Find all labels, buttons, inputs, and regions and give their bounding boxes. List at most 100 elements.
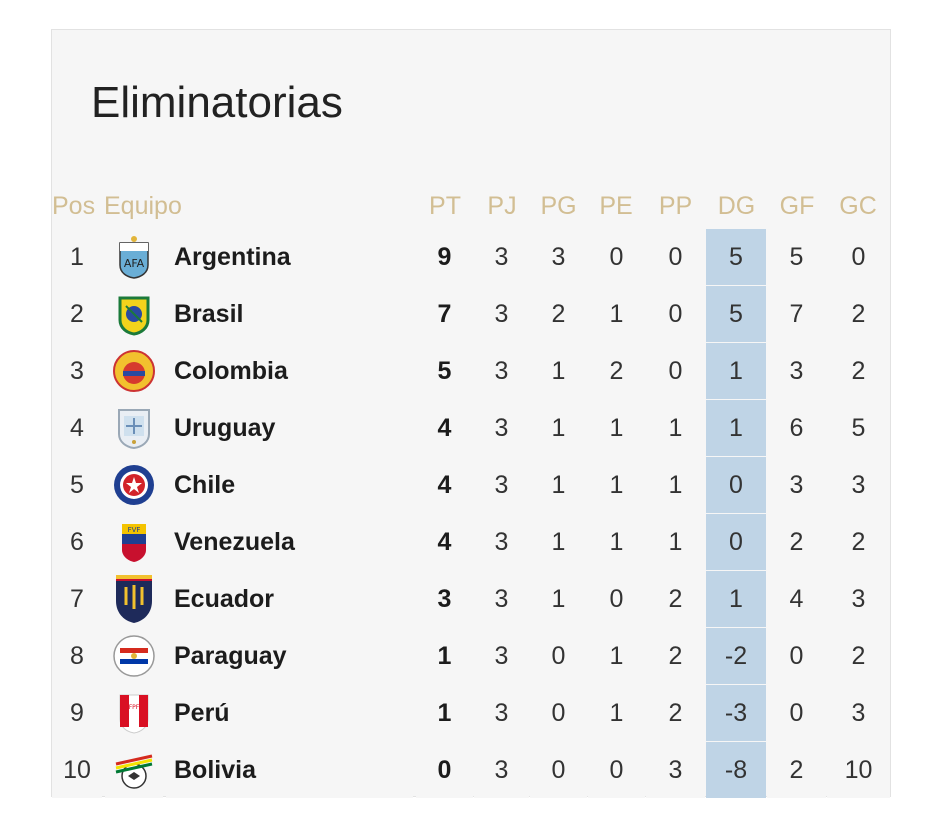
- pj-cell: 3: [474, 286, 529, 342]
- gf-cell: 5: [767, 229, 826, 285]
- pg-cell: 2: [530, 286, 587, 342]
- team-name-cell: Perú: [166, 685, 413, 741]
- gc-cell: 2: [827, 628, 890, 684]
- pe-cell: 1: [588, 400, 645, 456]
- pj-cell: 3: [474, 685, 529, 741]
- table-row: 10 Bolivia 0 3 0 0 3 -8 2 10: [52, 742, 890, 798]
- header-team: Equipo: [104, 192, 182, 220]
- pj-cell: 3: [474, 628, 529, 684]
- svg-text:FVF: FVF: [128, 526, 141, 534]
- pg-cell: 3: [530, 229, 587, 285]
- dg-cell: -2: [706, 628, 766, 684]
- pg-cell: 1: [530, 400, 587, 456]
- team-name-cell: Ecuador: [166, 571, 413, 627]
- pt-cell: 7: [416, 286, 473, 342]
- pe-cell: 0: [588, 571, 645, 627]
- pe-cell: 0: [588, 229, 645, 285]
- gf-cell: 4: [767, 571, 826, 627]
- pp-cell: 1: [646, 400, 705, 456]
- team-name-cell: Brasil: [166, 286, 413, 342]
- pe-cell: 1: [588, 685, 645, 741]
- team-name-cell: Colombia: [166, 343, 413, 399]
- position-cell: 7: [52, 571, 102, 627]
- pt-cell: 1: [416, 628, 473, 684]
- svg-text:AFA: AFA: [124, 257, 145, 270]
- table-row: 3 Colombia 5 3 1 2 0 1 3 2: [52, 343, 890, 399]
- colombia-crest-icon: [105, 343, 163, 399]
- table-row: 8 Paraguay 1 3 0 1 2 -2 0 2: [52, 628, 890, 684]
- pp-cell: 2: [646, 571, 705, 627]
- pe-cell: 2: [588, 343, 645, 399]
- pt-cell: 4: [416, 457, 473, 513]
- dg-cell: 0: [706, 457, 766, 513]
- team-name-cell: Argentina: [166, 229, 413, 285]
- pe-cell: 1: [588, 514, 645, 570]
- gc-cell: 2: [827, 514, 890, 570]
- pe-cell: 1: [588, 628, 645, 684]
- dg-cell: -8: [706, 742, 766, 798]
- dg-cell: 5: [706, 229, 766, 285]
- header-gf: GF: [779, 192, 815, 220]
- pt-cell: 5: [416, 343, 473, 399]
- header-dg: DG: [717, 192, 756, 220]
- gc-cell: 2: [827, 286, 890, 342]
- position-cell: 3: [52, 343, 102, 399]
- position-cell: 6: [52, 514, 102, 570]
- pj-cell: 3: [474, 343, 529, 399]
- gc-cell: 5: [827, 400, 890, 456]
- team-name-cell: Uruguay: [166, 400, 413, 456]
- brasil-crest-icon: [105, 286, 163, 342]
- pg-cell: 0: [530, 628, 587, 684]
- pp-cell: 2: [646, 628, 705, 684]
- header-gc: GC: [839, 192, 877, 220]
- header-pj: PJ: [487, 192, 517, 220]
- pp-cell: 3: [646, 742, 705, 798]
- pg-cell: 1: [530, 457, 587, 513]
- table-row: 5 Chile 4 3 1 1 1 0 3 3: [52, 457, 890, 513]
- header-pos: Pos: [52, 192, 96, 220]
- pp-cell: 1: [646, 514, 705, 570]
- dg-cell: -3: [706, 685, 766, 741]
- pj-cell: 3: [474, 229, 529, 285]
- team-name-cell: Bolivia: [166, 742, 413, 798]
- pg-cell: 0: [530, 742, 587, 798]
- gc-cell: 10: [827, 742, 890, 798]
- header-pt: PT: [429, 192, 461, 220]
- gc-cell: 3: [827, 685, 890, 741]
- pp-cell: 0: [646, 286, 705, 342]
- svg-text:FPF: FPF: [129, 704, 140, 711]
- paraguay-crest-icon: [105, 628, 163, 684]
- gf-cell: 6: [767, 400, 826, 456]
- bolivia-crest-icon: [105, 742, 163, 798]
- pt-cell: 3: [416, 571, 473, 627]
- position-cell: 9: [52, 685, 102, 741]
- pt-cell: 9: [416, 229, 473, 285]
- pj-cell: 3: [474, 571, 529, 627]
- table-row: 9 FPF Perú 1 3 0 1 2 -3 0 3: [52, 685, 890, 741]
- team-name-cell: Paraguay: [166, 628, 413, 684]
- pg-cell: 1: [530, 514, 587, 570]
- header-pp: PP: [658, 192, 693, 220]
- table-row: 2 Brasil 7 3 2 1 0 5 7 2: [52, 286, 890, 342]
- header-pe: PE: [599, 192, 633, 220]
- pp-cell: 2: [646, 685, 705, 741]
- pj-cell: 3: [474, 400, 529, 456]
- table-row: 6 FVF Venezuela 4 3 1 1 1 0 2 2: [52, 514, 890, 570]
- uruguay-crest-icon: [105, 400, 163, 456]
- argentina-crest-icon: AFA: [105, 229, 163, 285]
- pp-cell: 0: [646, 229, 705, 285]
- table-row: 1 AFA Argentina 9 3 3 0 0 5 5 0: [52, 229, 890, 285]
- dg-cell: 1: [706, 343, 766, 399]
- pg-cell: 1: [530, 571, 587, 627]
- pg-cell: 0: [530, 685, 587, 741]
- pe-cell: 1: [588, 286, 645, 342]
- pj-cell: 3: [474, 514, 529, 570]
- gf-cell: 0: [767, 685, 826, 741]
- gf-cell: 7: [767, 286, 826, 342]
- position-cell: 2: [52, 286, 102, 342]
- team-name-cell: Chile: [166, 457, 413, 513]
- gc-cell: 0: [827, 229, 890, 285]
- dg-cell: 0: [706, 514, 766, 570]
- dg-cell: 5: [706, 286, 766, 342]
- position-cell: 4: [52, 400, 102, 456]
